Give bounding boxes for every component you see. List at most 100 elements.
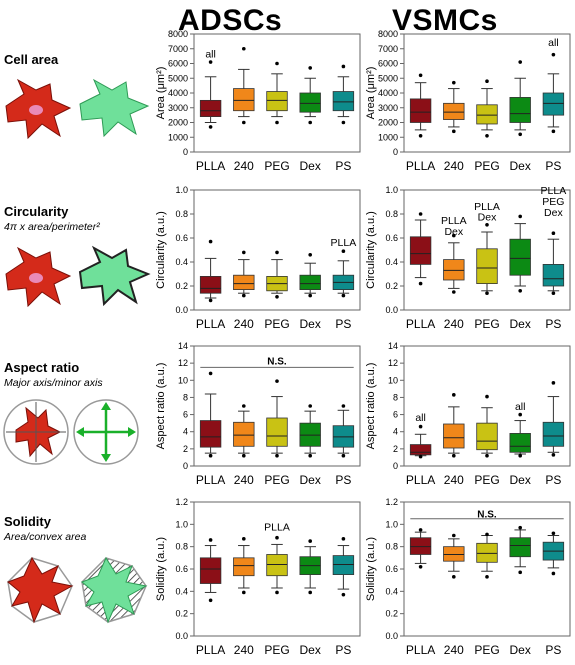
y-tick-label: 6000 bbox=[168, 59, 188, 69]
y-tick-label: 3000 bbox=[168, 103, 188, 113]
outlier-point bbox=[308, 66, 312, 70]
box-iqr bbox=[509, 238, 531, 276]
annotation-label: all bbox=[548, 37, 559, 49]
y-tick-label: 2000 bbox=[168, 118, 188, 128]
x-tick-label: Dex bbox=[300, 643, 321, 657]
box-iqr bbox=[199, 99, 222, 118]
box-iqr bbox=[509, 537, 531, 558]
y-tick-label: 5000 bbox=[168, 73, 188, 83]
chart-adscs-circularity: 0.0 0.2 0.4 0.6 0.8 1.0 Circularity (a.u.) PLLA… bbox=[155, 185, 361, 331]
y-tick-label: 0.2 bbox=[175, 281, 188, 291]
box-peg bbox=[266, 535, 288, 595]
x-tick-label: PS bbox=[545, 473, 561, 487]
y-tick-label: 1.0 bbox=[385, 519, 398, 529]
box-ps bbox=[332, 249, 355, 298]
outlier-point bbox=[308, 590, 312, 595]
y-tick-label: 0.2 bbox=[385, 281, 398, 291]
y-tick-label: 0.8 bbox=[385, 209, 398, 219]
outlier-point bbox=[275, 535, 279, 540]
outlier-point bbox=[308, 539, 312, 543]
outlier-point bbox=[551, 291, 556, 295]
box-plla bbox=[409, 212, 432, 286]
outlier-point bbox=[518, 412, 522, 417]
outlier-point bbox=[208, 598, 213, 603]
outlier-point bbox=[418, 212, 423, 216]
outlier-point bbox=[452, 290, 456, 294]
outlier-point bbox=[551, 531, 556, 536]
y-axis-label: Aspect ratio (a.u.) bbox=[365, 363, 377, 450]
y-tick-label: 0 bbox=[183, 147, 188, 157]
y-axis-label: Solidity (a.u.) bbox=[155, 537, 167, 601]
row-subtitle: 4π x area/perimeter² bbox=[4, 221, 100, 233]
outlier-point bbox=[208, 298, 213, 303]
y-tick-label: 0.6 bbox=[175, 564, 188, 574]
box-iqr bbox=[233, 88, 255, 112]
outlier-point bbox=[308, 453, 312, 458]
plot-frame bbox=[193, 189, 361, 311]
outlier-point bbox=[275, 295, 279, 299]
x-tick-label: PLLA bbox=[406, 159, 435, 173]
box-240 bbox=[443, 393, 465, 458]
box-iqr bbox=[409, 236, 432, 265]
x-tick-label: 240 bbox=[234, 643, 254, 657]
x-tick-label: PS bbox=[545, 317, 561, 331]
box-dex bbox=[509, 60, 531, 137]
box-iqr bbox=[299, 274, 321, 290]
box-iqr bbox=[409, 537, 432, 555]
box-dex bbox=[509, 525, 531, 575]
x-tick-label: PLLA bbox=[196, 317, 225, 331]
box-plla bbox=[409, 424, 432, 459]
outlier-point bbox=[518, 289, 522, 293]
box-iqr bbox=[199, 557, 222, 584]
box-iqr bbox=[266, 417, 288, 447]
x-tick-label: PEG bbox=[474, 643, 499, 657]
annotation-label: N.S. bbox=[267, 356, 287, 367]
x-tick-label: PLLA bbox=[406, 473, 435, 487]
x-tick-label: 240 bbox=[444, 473, 464, 487]
outlier-point bbox=[308, 120, 312, 125]
outlier-point bbox=[551, 231, 556, 235]
y-tick-label: 6 bbox=[393, 410, 398, 420]
box-peg bbox=[266, 61, 288, 125]
box-iqr bbox=[476, 422, 498, 451]
annotation-label: all bbox=[205, 49, 216, 61]
box-iqr bbox=[233, 557, 255, 577]
annotation-label: PLLA bbox=[441, 215, 467, 227]
row-title: Circularity bbox=[4, 204, 69, 219]
outlier-point bbox=[341, 592, 346, 597]
x-tick-label: PS bbox=[545, 159, 561, 173]
x-tick-label: Dex bbox=[510, 159, 531, 173]
outlier-point bbox=[341, 404, 346, 408]
row-label-aspect-ratio: Aspect ratio Major axis/minor axis bbox=[4, 360, 103, 389]
x-tick-label: 240 bbox=[444, 317, 464, 331]
outlier-point bbox=[452, 129, 456, 134]
annotation-label: Dex bbox=[544, 207, 563, 219]
y-tick-label: 7000 bbox=[168, 44, 188, 54]
box-iqr bbox=[332, 555, 355, 575]
y-tick-label: 1.0 bbox=[175, 519, 188, 529]
x-tick-label: PLLA bbox=[406, 643, 435, 657]
y-tick-label: 7000 bbox=[378, 44, 398, 54]
outlier-point bbox=[275, 379, 279, 383]
y-tick-label: 14 bbox=[178, 341, 188, 351]
outlier-point bbox=[208, 453, 213, 458]
box-iqr bbox=[476, 542, 498, 563]
outlier-point bbox=[551, 381, 556, 385]
outlier-point bbox=[341, 120, 346, 125]
outlier-point bbox=[518, 214, 522, 219]
outlier-point bbox=[308, 253, 312, 257]
box-240 bbox=[233, 250, 255, 298]
y-tick-label: 2 bbox=[393, 444, 398, 454]
y-tick-label: 0 bbox=[393, 461, 398, 471]
box-plla bbox=[199, 60, 222, 129]
outlier-point bbox=[551, 571, 556, 576]
box-peg bbox=[476, 223, 498, 295]
box-iqr bbox=[542, 264, 565, 287]
chart-adscs-aspect-ratio: 0 2 4 6 8 10 12 14 Aspect ratio (a.u.) PLLA 240 PEG… bbox=[155, 341, 361, 487]
column-title-vsmcs: VSMCs bbox=[392, 4, 498, 37]
box-ps bbox=[542, 231, 565, 295]
x-tick-label: PLLA bbox=[196, 473, 225, 487]
box-240 bbox=[443, 80, 465, 134]
outlier-point bbox=[485, 394, 489, 399]
box-peg bbox=[476, 79, 498, 138]
